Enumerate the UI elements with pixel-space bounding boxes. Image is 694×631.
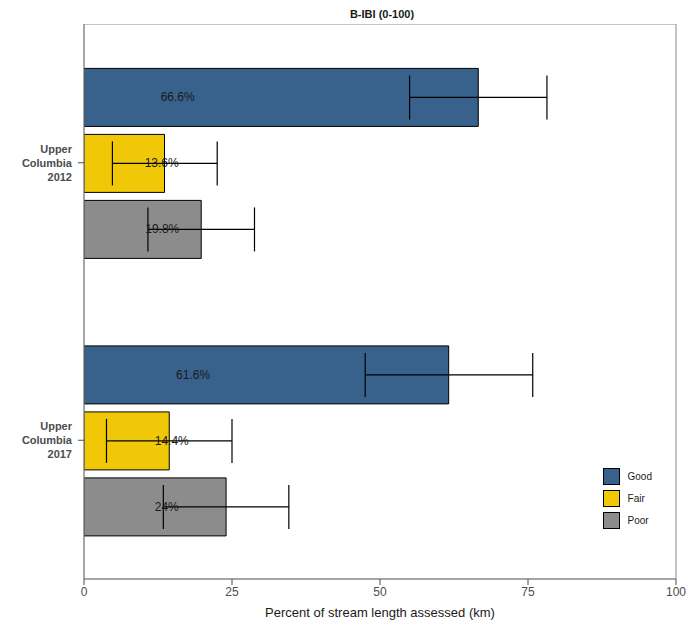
svg-text:66.6%: 66.6% xyxy=(161,90,195,104)
html-text:Fair: Fair xyxy=(627,492,645,504)
svg-text:Percent of stream length asses: Percent of stream length assessed (km) xyxy=(265,605,495,620)
svg-text:19.8%: 19.8% xyxy=(145,222,179,236)
html-text:Poor: Poor xyxy=(627,514,649,526)
svg-text:13.6%: 13.6% xyxy=(145,156,179,170)
svg-text:UpperColumbia2017: UpperColumbia2017 xyxy=(22,420,73,460)
html-text:B-IBI (0-100): B-IBI (0-100) xyxy=(349,8,415,20)
svg-text:24%: 24% xyxy=(155,500,179,514)
svg-text:100: 100 xyxy=(666,585,686,599)
svg-text:25: 25 xyxy=(225,585,239,599)
svg-text:75: 75 xyxy=(521,585,535,599)
svg-text:50: 50 xyxy=(373,585,387,599)
svg-text:61.6%: 61.6% xyxy=(176,368,210,382)
svg-text:14.4%: 14.4% xyxy=(155,434,189,448)
svg-text:UpperColumbia2012: UpperColumbia2012 xyxy=(22,143,73,183)
html-text:Good: Good xyxy=(627,470,652,482)
svg-text:0: 0 xyxy=(81,585,88,599)
